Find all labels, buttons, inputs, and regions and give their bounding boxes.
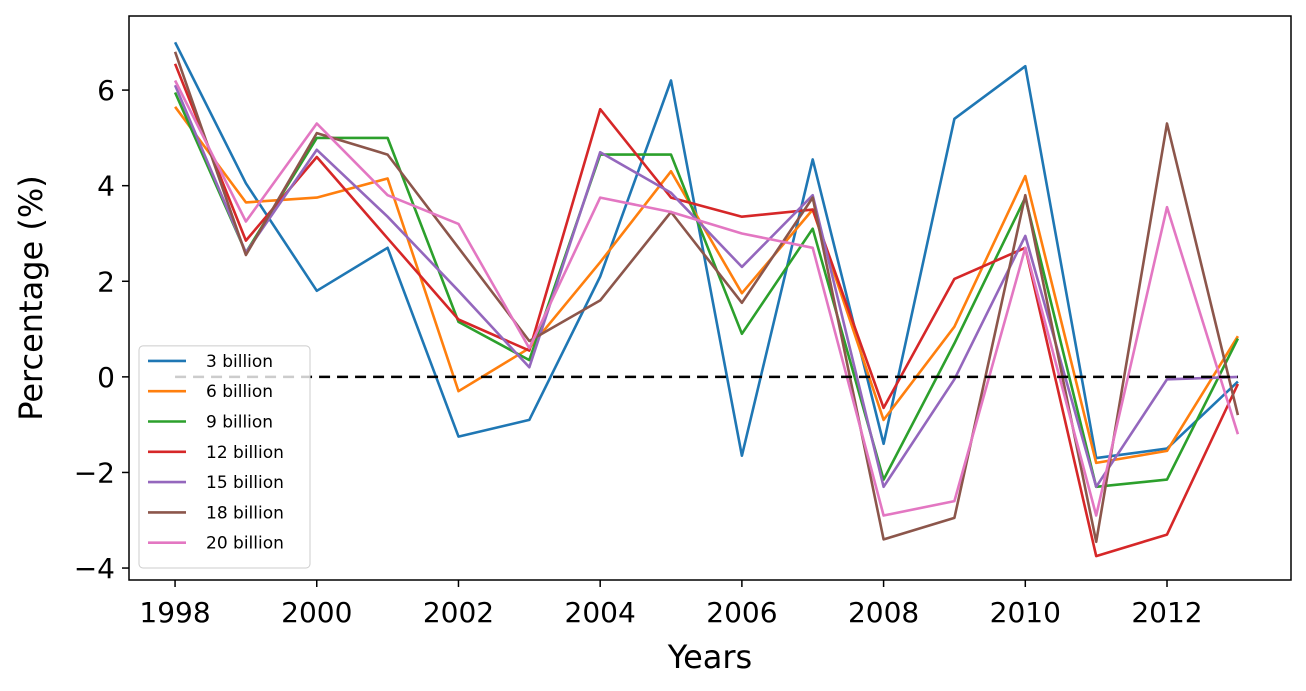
y-tick-label: 0 (97, 361, 115, 394)
y-axis: −4 −2 0 2 4 6 (74, 74, 129, 585)
x-tick-label: 2002 (423, 596, 494, 629)
legend-label: 18 billion (206, 503, 284, 523)
y-tick-label: 2 (97, 265, 115, 298)
x-tick-label: 2004 (565, 596, 636, 629)
y-tick-label: 4 (97, 170, 115, 203)
y-tick-label: −4 (74, 552, 115, 585)
y-tick-label: 6 (97, 74, 115, 107)
x-tick-label: 2006 (706, 596, 777, 629)
legend-label: 12 billion (206, 443, 284, 463)
series-lines (173, 41, 1240, 558)
series-line-0 (173, 41, 1239, 460)
series-line-2 (173, 91, 1240, 489)
x-tick-label: 1998 (139, 596, 210, 629)
x-axis: 1998 2000 2002 2004 2006 2008 2010 2012 (139, 580, 1203, 629)
series-line-5 (173, 51, 1240, 544)
x-tick-label: 2000 (281, 596, 352, 629)
legend-label: 6 billion (206, 382, 273, 402)
x-tick-label: 2012 (1131, 596, 1202, 629)
series-line-6 (173, 79, 1240, 517)
series-line-1 (174, 106, 1240, 465)
series-line-4 (173, 84, 1238, 489)
x-tick-label: 2008 (848, 596, 919, 629)
plot-frame (128, 15, 1292, 581)
y-tick-label: −2 (74, 456, 115, 489)
legend-label: 20 billion (206, 534, 284, 554)
series-line-3 (173, 63, 1240, 558)
x-tick-label: 2010 (990, 596, 1061, 629)
legend-label: 3 billion (206, 352, 273, 372)
legend-label: 9 billion (206, 413, 273, 433)
x-axis-title: Years (667, 638, 752, 676)
legend-label: 15 billion (206, 473, 284, 493)
y-axis-title: Percentage (%) (12, 175, 50, 421)
legend: 3 billion 6 billion 9 billion 12 billion 15 … (138, 345, 311, 569)
